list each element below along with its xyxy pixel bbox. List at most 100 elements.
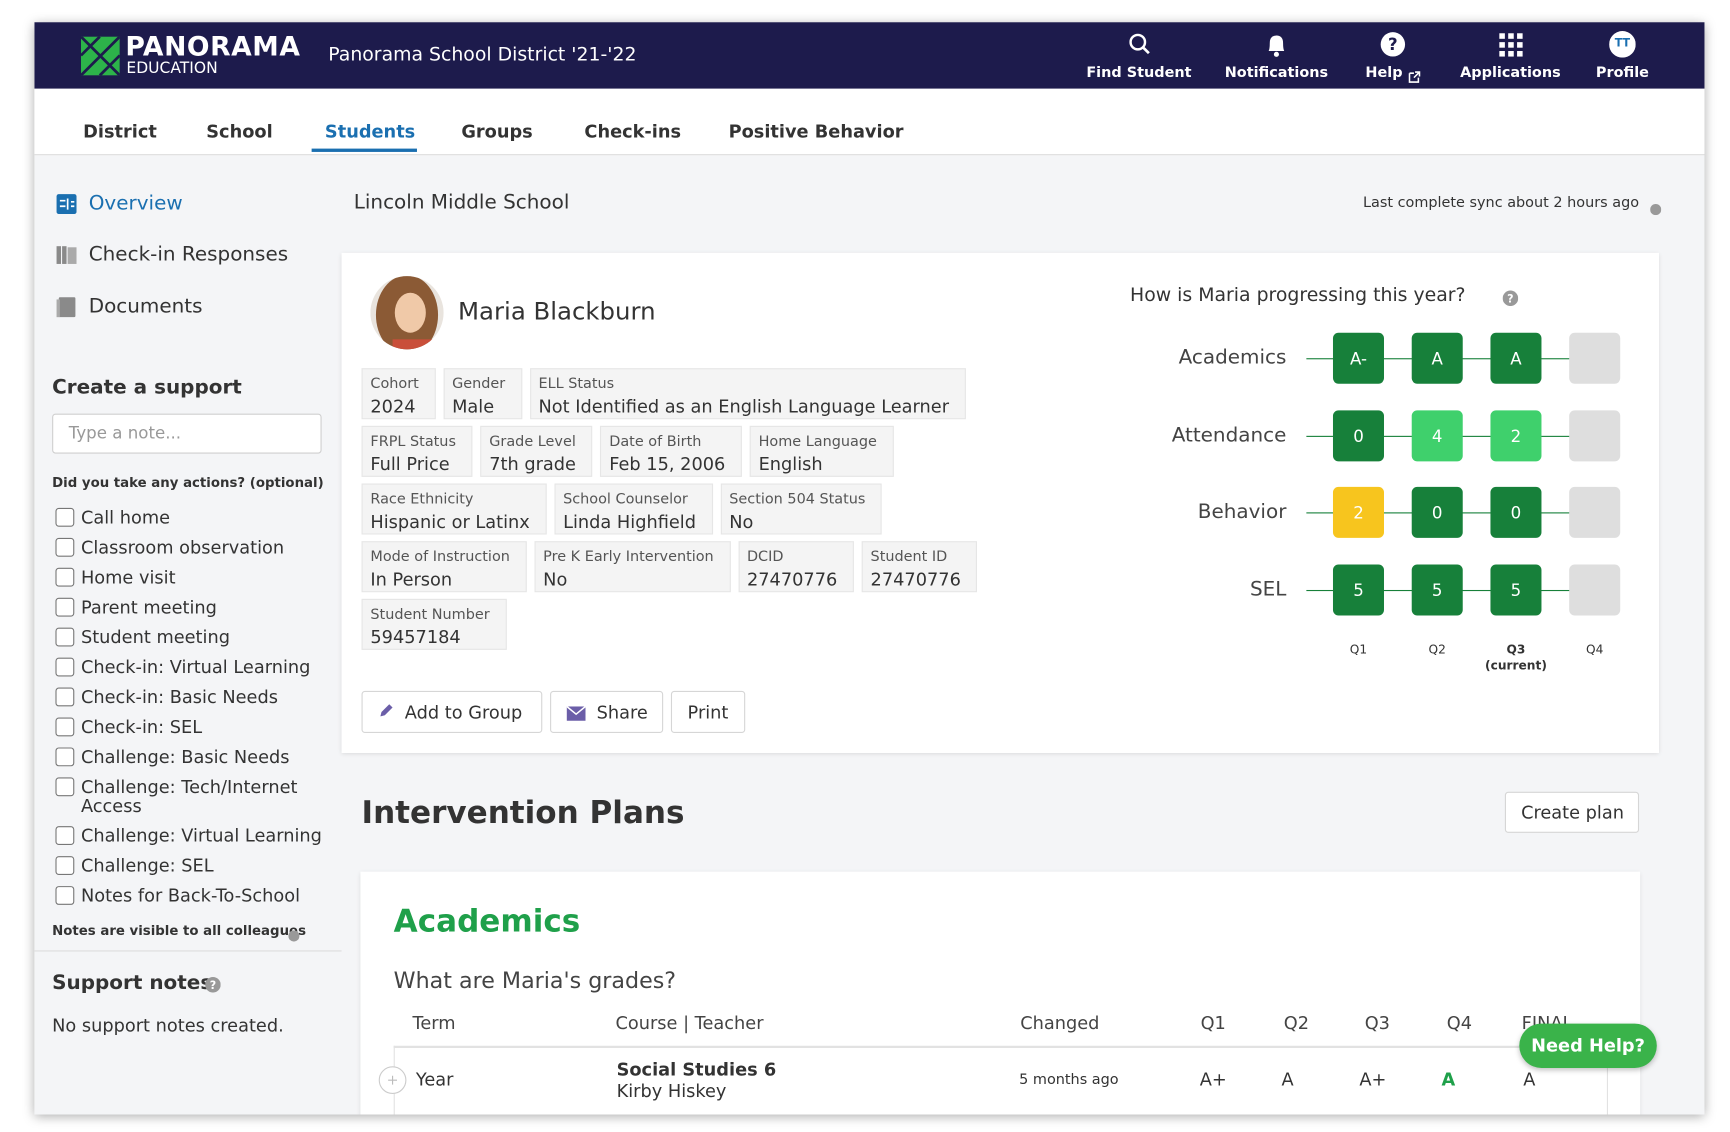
tab[interactable]: Groups bbox=[461, 120, 533, 142]
help-dot: ? bbox=[205, 976, 221, 993]
action-option[interactable]: Challenge: Basic Needs bbox=[55, 747, 327, 766]
grade: A bbox=[1281, 1069, 1294, 1091]
field: Pre K Early Intervention No bbox=[534, 541, 731, 593]
checkbox[interactable] bbox=[55, 537, 75, 557]
cell-value: 5 bbox=[1510, 580, 1522, 601]
nav-item[interactable]: Help bbox=[1365, 64, 1403, 82]
checkbox[interactable] bbox=[55, 747, 75, 767]
action-option[interactable]: Check-in: SEL bbox=[55, 717, 327, 737]
action-option[interactable]: Check-in: Basic Needs bbox=[55, 686, 327, 708]
sync-status: Last complete sync about 2 hours ago bbox=[1362, 194, 1640, 212]
tab[interactable]: District bbox=[83, 120, 157, 142]
current-note: (current) bbox=[1485, 658, 1547, 673]
nav-item[interactable]: Notifications bbox=[1224, 64, 1329, 82]
field-value: 2024 bbox=[370, 395, 416, 417]
field-label: Pre K Early Intervention bbox=[543, 548, 714, 566]
create-plan-button[interactable] bbox=[1504, 791, 1640, 833]
checkbox[interactable] bbox=[55, 717, 75, 737]
grade-cell bbox=[1332, 486, 1384, 538]
checkbox[interactable] bbox=[55, 597, 75, 617]
action-option[interactable]: Notes for Back-To-School bbox=[55, 886, 327, 905]
help-button[interactable] bbox=[1519, 1023, 1657, 1068]
action-option[interactable]: Student meeting bbox=[55, 628, 327, 647]
tab-bar bbox=[34, 88, 1705, 156]
input-placeholder: Type a note... bbox=[68, 423, 182, 444]
action-button[interactable] bbox=[361, 690, 543, 734]
tab[interactable]: Check-ins bbox=[584, 120, 682, 142]
field-row: Student Number 59457184 bbox=[361, 598, 978, 650]
action-label: Check-in: Virtual Learning bbox=[80, 656, 311, 678]
nav-item[interactable]: Applications bbox=[1460, 64, 1561, 82]
checkbox[interactable] bbox=[55, 627, 75, 647]
checkbox[interactable] bbox=[55, 657, 75, 677]
checkbox[interactable] bbox=[55, 777, 75, 797]
column-header: Q2 bbox=[1283, 1012, 1310, 1034]
field-label: Student ID bbox=[870, 548, 948, 566]
action-option[interactable]: Call home bbox=[55, 507, 327, 527]
checkbox[interactable] bbox=[55, 826, 75, 846]
section-heading: Intervention Plans bbox=[361, 794, 685, 831]
checkbox[interactable] bbox=[55, 886, 75, 905]
column-header: Changed bbox=[1020, 1012, 1100, 1034]
checkbox[interactable] bbox=[55, 856, 75, 875]
cell-value: A bbox=[1510, 348, 1522, 369]
field: Date of Birth Feb 15, 2006 bbox=[600, 425, 742, 477]
tab[interactable]: Positive Behavior bbox=[728, 120, 904, 142]
field: ELL Status Not Identified as an English L… bbox=[529, 368, 966, 420]
note-input[interactable] bbox=[52, 413, 322, 454]
quarter-label: Q4 bbox=[1586, 642, 1604, 658]
field: Cohort 2024 bbox=[361, 368, 436, 420]
student-name: Maria Blackburn bbox=[458, 298, 656, 327]
button-label: Add to Group bbox=[404, 701, 523, 724]
action-label: Check-in: Basic Needs bbox=[80, 686, 278, 708]
action-option[interactable]: Parent meeting bbox=[55, 598, 327, 617]
grade: A bbox=[1523, 1069, 1536, 1091]
action-option[interactable]: Challenge: SEL bbox=[55, 856, 327, 875]
grade-cell bbox=[1411, 486, 1463, 538]
action-option[interactable]: Challenge: Virtual Learning bbox=[55, 826, 327, 845]
button-label: Create plan bbox=[1521, 801, 1624, 823]
nav-icon bbox=[1263, 31, 1290, 58]
tab[interactable]: School bbox=[206, 120, 273, 142]
field-value: No bbox=[729, 511, 754, 533]
row-label: Academics bbox=[1178, 345, 1287, 370]
course: Social Studies 6 bbox=[616, 1059, 777, 1081]
logo-subtitle: EDUCATION bbox=[126, 59, 218, 78]
tab[interactable]: Students bbox=[324, 120, 416, 142]
student-photo bbox=[370, 271, 444, 355]
action-option[interactable]: Home visit bbox=[55, 566, 327, 588]
logo-title: PANORAMA bbox=[125, 31, 301, 63]
changed: 5 months ago bbox=[1019, 1071, 1119, 1089]
action-button[interactable] bbox=[670, 690, 746, 734]
action-label: Student meeting bbox=[80, 626, 230, 648]
nav-item[interactable]: Profile bbox=[1595, 64, 1649, 82]
school-name: Lincoln Middle School bbox=[353, 190, 570, 215]
checkbox[interactable] bbox=[55, 567, 75, 587]
side-nav-item[interactable]: Documents bbox=[88, 294, 203, 319]
action-option[interactable]: Check-in: Virtual Learning bbox=[55, 658, 327, 677]
field: FRPL Status Full Price bbox=[361, 425, 473, 477]
side-nav-item[interactable]: Check-in Responses bbox=[88, 242, 289, 267]
field-label: Gender bbox=[452, 375, 506, 393]
help-dot bbox=[288, 925, 300, 942]
field-label: DCID bbox=[746, 548, 784, 566]
cell-value: 0 bbox=[1510, 502, 1522, 523]
connector bbox=[1306, 435, 1620, 437]
column-header: Q1 bbox=[1200, 1012, 1226, 1034]
field-label: Mode of Instruction bbox=[370, 548, 510, 566]
field: DCID 27470776 bbox=[738, 541, 854, 593]
checkbox[interactable] bbox=[55, 507, 75, 527]
field: Grade Level 7th grade bbox=[480, 425, 593, 477]
nav-item[interactable]: Find Student bbox=[1086, 64, 1192, 82]
action-option[interactable]: Challenge: Tech/Internet Access bbox=[55, 777, 327, 815]
action-label: Home visit bbox=[80, 566, 176, 588]
side-nav-item[interactable]: Overview bbox=[88, 191, 183, 216]
field: Section 504 Status No bbox=[720, 483, 883, 535]
grade-cell bbox=[1332, 332, 1384, 384]
field: Race Ethnicity Hispanic or Latinx bbox=[361, 483, 547, 535]
checkbox[interactable] bbox=[55, 687, 75, 707]
help-dot: ? bbox=[1502, 289, 1519, 307]
field: Gender Male bbox=[443, 368, 522, 420]
field-label: Section 504 Status bbox=[729, 491, 866, 508]
action-option[interactable]: Classroom observation bbox=[55, 537, 327, 557]
